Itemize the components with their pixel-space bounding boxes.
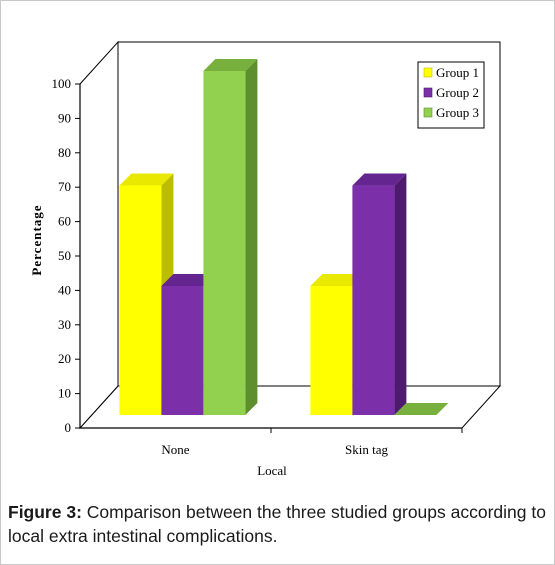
- bar-side: [394, 173, 407, 415]
- bar-top: [119, 173, 174, 186]
- y-tick-label: 40: [58, 282, 71, 297]
- y-tick-label: 90: [58, 110, 71, 125]
- bar-front: [352, 185, 395, 415]
- bars: [119, 59, 449, 415]
- x-tick-label: None: [161, 442, 189, 457]
- y-axis-title: Percentage: [29, 204, 44, 275]
- bar-top: [352, 173, 407, 186]
- legend-label: Group 3: [436, 105, 479, 120]
- caption-text: Comparison between the three studied gro…: [8, 502, 546, 546]
- bar-chart: 0 10 20 30 40 50 60 70 80 90 100 None Skin tag Perc…: [29, 40, 502, 478]
- bar-group-3-none: [203, 59, 258, 415]
- legend-label: Group 1: [436, 65, 479, 80]
- bar-front: [119, 185, 162, 415]
- bar-top: [394, 403, 449, 415]
- y-tick-label: 20: [58, 351, 71, 366]
- bar-top: [203, 59, 258, 71]
- bar-front: [203, 71, 246, 415]
- y-axis: 0 10 20 30 40 50 60 70 80 90 100: [52, 76, 81, 435]
- y-tick-label: 30: [58, 317, 71, 332]
- bar-top: [310, 274, 365, 286]
- x-tick-label: Skin tag: [345, 442, 388, 457]
- y-tick-label: 70: [58, 179, 71, 194]
- bar-front: [161, 286, 204, 415]
- bar-front: [310, 286, 353, 415]
- side-wall: [79, 40, 119, 430]
- bar-top: [161, 274, 216, 286]
- bar-group-3-skin-tag: [394, 403, 449, 415]
- legend-swatch: [423, 67, 433, 78]
- caption-label: Figure 3:: [8, 502, 82, 522]
- y-tick-label: 50: [58, 248, 71, 263]
- legend: Group 1 Group 2 Group 3: [417, 61, 485, 129]
- legend-swatch: [423, 107, 433, 118]
- y-tick-label: 0: [65, 420, 72, 435]
- bar-group-2-skin-tag: [352, 173, 407, 415]
- x-axis-title: Local: [257, 463, 287, 478]
- legend-label: Group 2: [436, 85, 479, 100]
- y-tick-label: 10: [58, 386, 71, 401]
- y-tick-label: 60: [58, 214, 71, 229]
- y-tick-label: 100: [52, 76, 72, 91]
- y-tick-label: 80: [58, 145, 71, 160]
- legend-swatch: [423, 87, 433, 98]
- bar-side: [245, 59, 258, 415]
- x-axis: None Skin tag: [80, 427, 463, 457]
- figure-caption: Figure 3: Comparison between the three s…: [8, 500, 546, 548]
